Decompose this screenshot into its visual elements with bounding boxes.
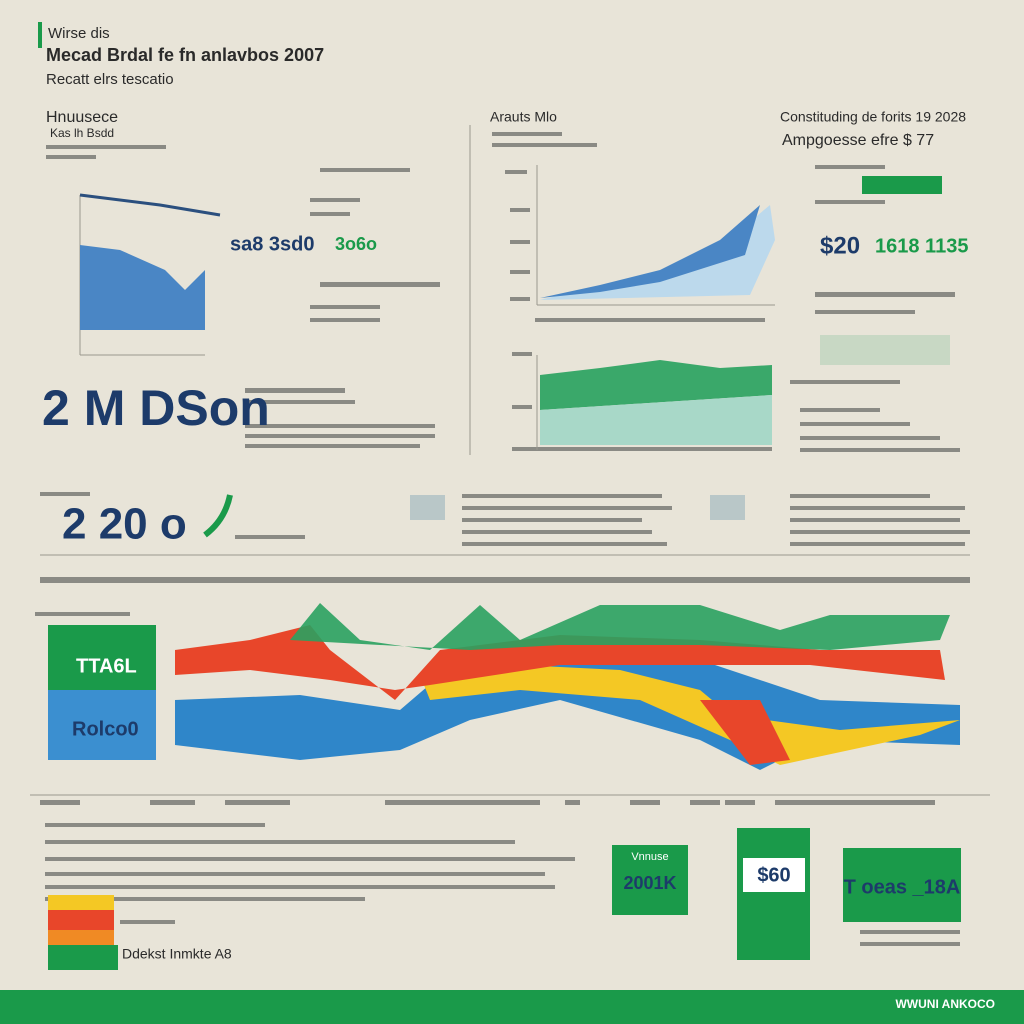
text-lines [35, 492, 970, 616]
ribbon [175, 625, 945, 700]
box-label: Rolco0 [72, 718, 139, 740]
box [48, 690, 156, 760]
panel-title: Constituding de forits 19 2028 [780, 109, 966, 125]
card [737, 828, 810, 960]
panel-title: Arauts Mlo [490, 109, 557, 125]
legend-note: Ddekst Inmkte A8 [122, 946, 232, 962]
text-lines [46, 145, 440, 448]
card-value: 2001K [623, 873, 676, 893]
big-number: 2 M DSon [42, 380, 270, 436]
text-lines [40, 800, 935, 805]
card [612, 845, 688, 915]
figure: 1618 1135 [875, 235, 968, 257]
ribbon [290, 603, 950, 650]
stack [48, 945, 118, 970]
card-title: Vnnuse [631, 851, 668, 863]
figure: sa8 3sd0 [230, 233, 315, 255]
header-title: Wirse dis [48, 25, 110, 42]
card [843, 848, 961, 922]
icon [203, 494, 233, 538]
header-tagline: Recatt elrs tescatio [46, 71, 174, 88]
footer-bar [0, 990, 1024, 1024]
panel-title: Hnuusece [46, 109, 118, 126]
stack [48, 910, 114, 930]
card-value: $60 [757, 864, 790, 886]
figure: 3o6o [335, 234, 377, 254]
text-lines [45, 823, 960, 946]
card-inset [743, 858, 805, 892]
card-value: T oeas _18A [844, 876, 961, 898]
area [540, 395, 772, 445]
area [80, 245, 205, 330]
ribbon [420, 665, 960, 765]
panel-subtitle: Ampgoesse efre $ 77 [782, 132, 934, 149]
area [540, 205, 775, 300]
stack [48, 930, 114, 945]
panel-subtitle: Kas lh Bsdd [50, 126, 114, 140]
text-lines [790, 165, 960, 452]
footer-text: WWUNI ANKOCO [895, 997, 995, 1011]
line [79, 193, 221, 217]
area [540, 360, 772, 410]
accent [38, 22, 42, 48]
box [48, 625, 156, 690]
box-label: TTA6L [76, 655, 137, 677]
area [540, 205, 760, 298]
figure: $20 [820, 232, 860, 259]
big-number: 2 20 o [62, 500, 187, 549]
header-subtitle: Mecad Brdal fe fn anlavbos 2007 [46, 45, 324, 65]
ribbon [700, 700, 790, 765]
stack [48, 895, 114, 910]
tag [862, 176, 942, 194]
text-lines [492, 132, 772, 451]
